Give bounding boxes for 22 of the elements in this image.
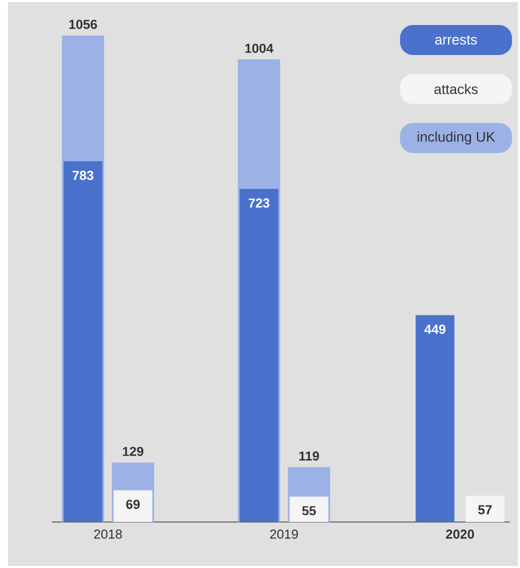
bar [416,315,454,522]
data-label: 55 [302,506,316,516]
x-tick-label: 2019 [270,530,298,539]
x-tick-label: 2020 [446,530,474,539]
data-label: 129 [122,446,144,456]
bar [240,188,278,522]
data-label: 119 [299,451,319,461]
data-label: 69 [126,500,140,509]
data-label: 783 [72,170,94,180]
data-label: 1004 [245,44,274,53]
data-label: 449 [424,324,446,334]
text: arrests [435,35,477,45]
data-label: 57 [478,505,492,514]
bar [466,496,504,522]
bar [64,161,102,522]
data-label: 1056 [69,20,97,29]
bar [290,496,328,522]
text: attacks [434,84,478,94]
bar [114,490,152,522]
data-label: 723 [248,198,270,208]
x-tick-label: 2018 [94,530,122,539]
text: including UK [418,131,496,145]
